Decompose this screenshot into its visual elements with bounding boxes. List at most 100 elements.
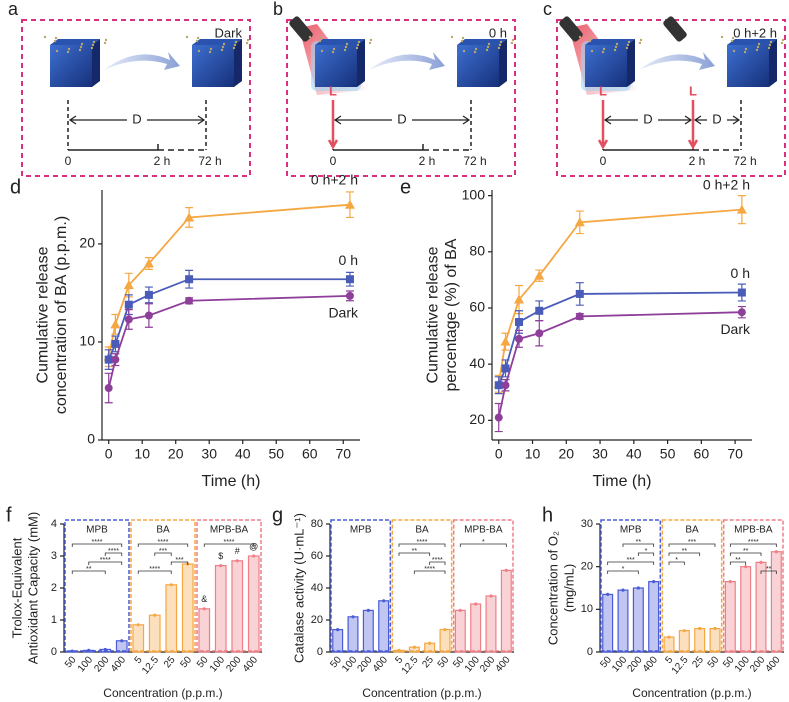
bar [165, 584, 178, 653]
y-tick-label: 2 [51, 582, 57, 594]
particle [356, 43, 360, 47]
group-label: MPB-BA [210, 525, 249, 536]
significance-bracket [622, 543, 655, 547]
significance-label: * [622, 566, 625, 573]
panel-letter: d [10, 176, 21, 198]
x-tick-label: 60 [302, 446, 318, 462]
significance-label: * [482, 539, 485, 546]
significance-label: **** [149, 566, 160, 573]
bar-top-dot [759, 560, 763, 565]
group-label: MPB-BA [734, 525, 773, 536]
particle [756, 45, 760, 49]
particle [625, 46, 629, 50]
x-tick-label: 20 [168, 446, 184, 462]
particle [91, 43, 95, 47]
panel-letter: c [543, 0, 552, 19]
particle [615, 42, 619, 46]
bar [347, 616, 359, 653]
particle [486, 45, 490, 49]
particle [781, 38, 785, 42]
particle [55, 49, 59, 53]
process-arrow [639, 52, 715, 70]
bar-top-dot [698, 626, 702, 631]
x-tick-label: 200 [626, 654, 645, 674]
bar-top-dot [382, 599, 386, 603]
particle [487, 42, 491, 46]
bar-top-dot [713, 626, 717, 631]
bar-top-dot [652, 580, 656, 584]
y-tick-label: 10 [581, 603, 593, 615]
marker [184, 212, 195, 222]
particle [474, 47, 478, 51]
particle [103, 41, 107, 45]
significance-label: **** [424, 566, 435, 573]
light-label: L [329, 83, 337, 98]
x-tick-label: 400 [641, 654, 660, 674]
cube-side [627, 39, 635, 87]
significance-bracket [154, 552, 172, 556]
particle [757, 42, 761, 46]
y-tick-label: 20 [581, 561, 593, 573]
x-tick-label: 200 [224, 654, 243, 674]
series-label: Dark [720, 321, 751, 337]
cube-side [92, 39, 100, 87]
particle [769, 40, 773, 44]
x-tick-label: 50 [436, 654, 452, 670]
particle [743, 50, 747, 54]
significance-label: * [675, 557, 678, 564]
process-arrow [369, 52, 445, 70]
y-axis-label: Catalase activity (U·mL⁻¹) [291, 513, 306, 663]
particle [66, 50, 70, 54]
marker [345, 275, 354, 284]
x-tick-label: 20 [558, 446, 574, 462]
particle [499, 40, 503, 44]
y-axis-label: Trolox-Equivalent [10, 537, 25, 638]
duration-label: D [132, 111, 141, 126]
significance-bracket [88, 561, 123, 565]
flashlight [663, 16, 687, 42]
bar [632, 587, 644, 653]
y-tick-label: 3 [51, 550, 57, 562]
particle [343, 48, 347, 52]
bar [709, 627, 721, 653]
y-tick-label: 40 [311, 582, 323, 594]
x-tick-label: 100 [463, 654, 482, 674]
bar-top-dot [153, 613, 157, 617]
group-label: MPB-BA [464, 525, 503, 536]
particle [497, 46, 501, 50]
significance-bracket [668, 543, 716, 547]
bar [770, 551, 782, 653]
marker [124, 315, 133, 324]
series-label: 0 h [731, 265, 750, 281]
marker [501, 381, 510, 390]
particle [589, 36, 593, 40]
marker [144, 290, 153, 299]
marker [534, 270, 545, 280]
bar-top-dot [70, 649, 74, 653]
particle [43, 35, 47, 39]
duration-arrow [333, 115, 471, 125]
panel-box [21, 19, 251, 177]
marker [501, 364, 510, 373]
bar [694, 627, 706, 653]
marker [515, 334, 524, 343]
significance-label: ** [412, 548, 418, 555]
particle [331, 50, 335, 54]
bar [181, 563, 194, 653]
bar-top-dot [728, 580, 732, 584]
particle [234, 40, 238, 44]
bar-top-dot [744, 565, 748, 569]
marker [111, 355, 120, 364]
particle [197, 49, 201, 53]
timeline-label: 72 h [463, 154, 486, 168]
significance-bracket [137, 570, 172, 574]
particle [355, 46, 359, 50]
particle [638, 41, 642, 45]
particle [221, 45, 225, 49]
particle [498, 43, 502, 47]
significance-bracket [71, 570, 106, 574]
particle [220, 48, 224, 52]
significance-bracket [429, 561, 446, 565]
timeline-label: 0 [330, 154, 337, 168]
x-tick-label: 12.5 [670, 654, 691, 676]
